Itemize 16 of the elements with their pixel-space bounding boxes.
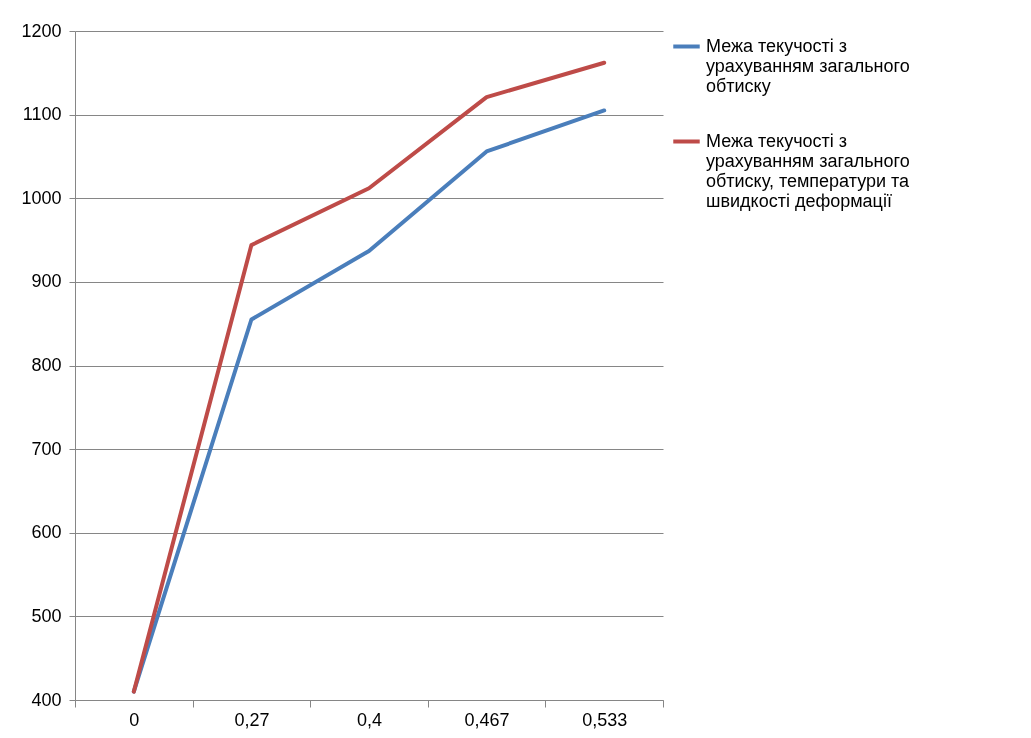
y-tick-label: 1200 [21, 20, 62, 41]
y-tick-label: 600 [31, 522, 62, 543]
y-tick-label: 1000 [21, 187, 62, 208]
x-tick-label: 0,533 [582, 709, 628, 730]
x-tick-label: 0 [129, 709, 140, 730]
y-tick-label: 800 [31, 355, 62, 375]
y-tick-label: 500 [31, 605, 62, 626]
y-tick-label: 1100 [22, 104, 62, 125]
legend-label: Межа текучості з урахуванням загального обтиску, температури та швидкості деформації [706, 130, 911, 211]
x-tick-label: 0,467 [464, 709, 510, 730]
y-tick-label: 900 [31, 271, 62, 292]
x-tick-label: 0,27 [234, 709, 270, 730]
legend-label: Межа текучості з урахуванням загального обтиску [706, 35, 910, 96]
x-tick-label: 0,4 [356, 709, 383, 730]
y-tick-label: 400 [31, 689, 62, 710]
y-tick-label: 700 [31, 438, 62, 459]
